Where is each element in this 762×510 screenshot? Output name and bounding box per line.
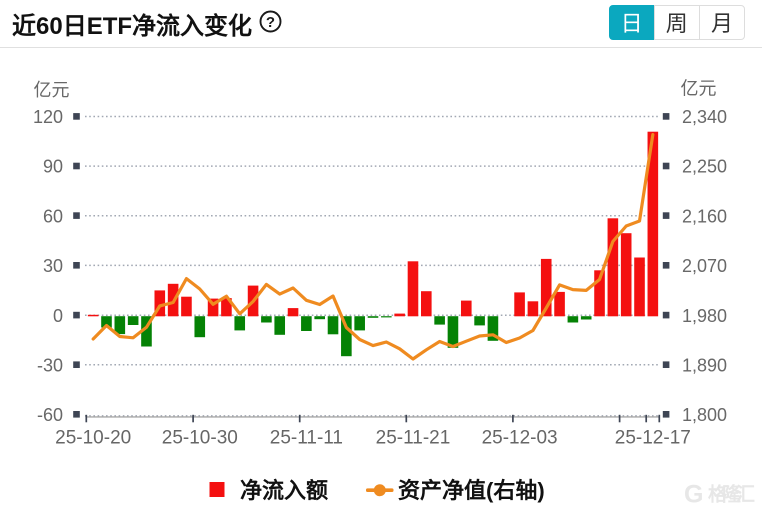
svg-text:1,890: 1,890 bbox=[682, 355, 727, 375]
svg-text:60: 60 bbox=[43, 206, 63, 226]
svg-text:-30: -30 bbox=[37, 355, 63, 375]
svg-text:0: 0 bbox=[53, 306, 63, 326]
svg-text:2,340: 2,340 bbox=[682, 107, 727, 127]
svg-text:G: G bbox=[684, 481, 703, 509]
svg-text:30: 30 bbox=[43, 256, 63, 276]
svg-text:25-11-11: 25-11-11 bbox=[270, 428, 343, 449]
svg-text:120: 120 bbox=[33, 107, 63, 127]
svg-text:25-10-30: 25-10-30 bbox=[162, 428, 238, 449]
svg-text:25-10-20: 25-10-20 bbox=[55, 428, 131, 449]
svg-text:亿元: 亿元 bbox=[34, 80, 70, 100]
svg-text:1,800: 1,800 bbox=[682, 405, 727, 425]
svg-text:25-12-03: 25-12-03 bbox=[482, 428, 558, 449]
svg-text:2,160: 2,160 bbox=[682, 206, 727, 226]
svg-text:25-12-17: 25-12-17 bbox=[615, 428, 691, 449]
svg-text:?: ? bbox=[266, 14, 275, 31]
svg-text:1,980: 1,980 bbox=[682, 306, 727, 326]
svg-text:净流入额: 净流入额 bbox=[240, 478, 328, 503]
svg-text:-60: -60 bbox=[37, 405, 63, 425]
svg-text:资产净值(右轴): 资产净值(右轴) bbox=[398, 478, 545, 503]
svg-text:2,250: 2,250 bbox=[682, 157, 727, 177]
svg-text:90: 90 bbox=[43, 157, 63, 177]
svg-text:格隆汇: 格隆汇 bbox=[708, 483, 755, 506]
svg-text:25-11-21: 25-11-21 bbox=[376, 428, 451, 449]
svg-text:亿元: 亿元 bbox=[681, 79, 717, 99]
svg-text:2,070: 2,070 bbox=[682, 256, 727, 276]
